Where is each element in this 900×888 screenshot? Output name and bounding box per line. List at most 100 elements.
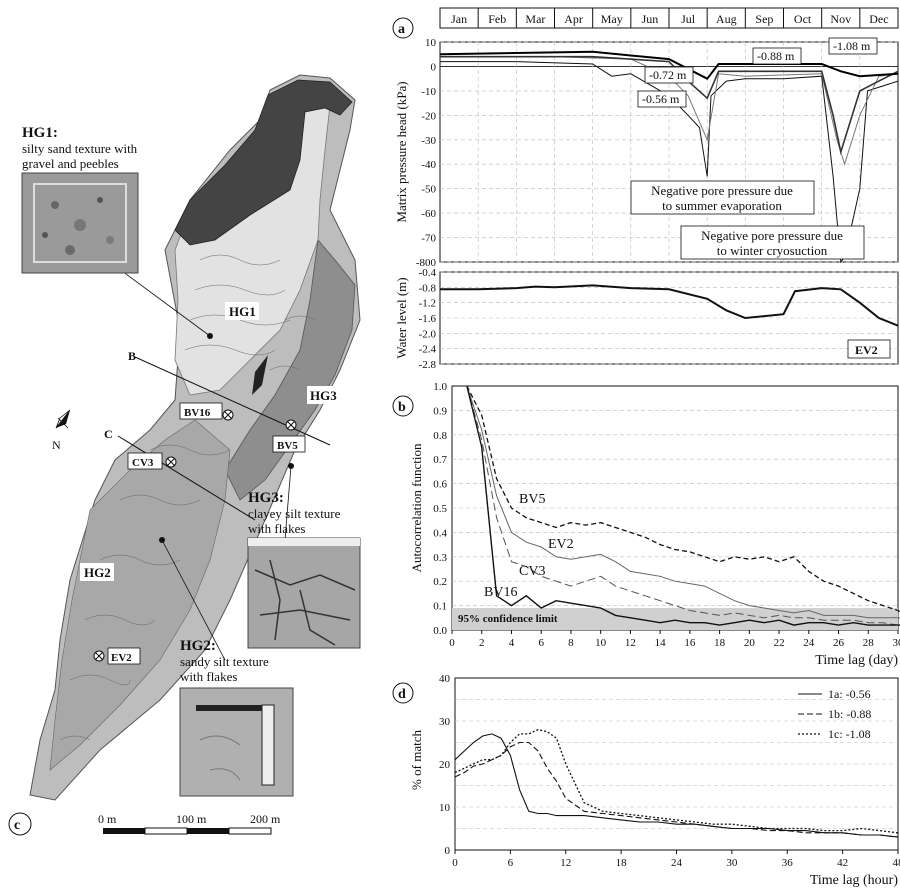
acf-x-tick-label: 28 <box>863 637 875 649</box>
water-tick-label: -2.0 <box>419 328 437 340</box>
match-x-tick-label: 6 <box>508 857 514 869</box>
water-tick-label: -2.8 <box>419 359 437 371</box>
acf-x-tick-label: 20 <box>744 637 756 649</box>
pressure-series-label: -0.88 m <box>757 49 795 63</box>
acf-ylabel: Autocorrelation function <box>409 443 424 572</box>
acf-confidence-label: 95% confidence limit <box>458 613 558 625</box>
acf-x-tick-label: 16 <box>684 637 696 649</box>
panel-label-d: d <box>398 687 406 702</box>
acf-series-label: BV16 <box>484 585 517 600</box>
acf-x-tick-label: 0 <box>449 637 455 649</box>
hg3-leader <box>284 465 292 541</box>
match-y-tick-label: 30 <box>439 716 451 728</box>
acf-x-tick-label: 6 <box>538 637 544 649</box>
match-legend-label: 1b: -0.88 <box>828 707 871 721</box>
match-ylabel: % of match <box>409 730 424 790</box>
pressure-tick-label: -50 <box>421 184 436 196</box>
acf-y-tick-label: 0.0 <box>433 625 447 637</box>
pressure-tick-label: -60 <box>421 208 436 220</box>
scale-label-100: 100 m <box>176 812 207 826</box>
rock-outcrop <box>252 355 268 395</box>
match-x-tick-label: 42 <box>837 857 848 869</box>
winter-annotation-box <box>680 225 865 260</box>
pressure-tick-label: -20 <box>421 110 436 122</box>
match-x-tick-label: 30 <box>726 857 738 869</box>
scale-label-200: 200 m <box>250 812 281 826</box>
match-series-line <box>454 728 899 834</box>
water-plot-frame <box>439 271 899 365</box>
pressure-series-line <box>440 56 899 166</box>
acf-y-tick-label: 0.3 <box>433 552 447 564</box>
acf-series-label: CV3 <box>519 564 545 579</box>
section-line-c <box>117 435 256 521</box>
pressure-tick-label: -10 <box>421 86 436 98</box>
hg3-callout-title: HG3: <box>248 490 284 506</box>
hg3-callout-line2: with flakes <box>248 521 305 536</box>
acf-y-tick-label: 0.2 <box>433 576 447 588</box>
pressure-ylabel: Matrix pressure head (kPa) <box>394 81 409 222</box>
panel-label-d-circle <box>392 682 414 704</box>
hg2-leader <box>161 539 226 661</box>
winter-annotation-line2: to winter cryosuction <box>717 243 828 258</box>
station-bv16: BV16 <box>179 402 234 421</box>
match-y-tick-label: 10 <box>439 802 451 814</box>
month-label: Feb <box>488 12 506 26</box>
scale-bar <box>103 827 272 835</box>
station-cv3: CV3 <box>127 452 177 470</box>
hg3-zone <box>224 239 356 501</box>
panel-label-a: a <box>398 22 405 37</box>
month-label: May <box>601 12 623 26</box>
pressure-series-label: -1.08 m <box>833 39 871 53</box>
match-xlabel: Time lag (hour) <box>810 873 898 888</box>
hg1-callout-line2: gravel and peebles <box>22 156 119 171</box>
station-ev2: EV2 <box>93 647 141 665</box>
match-legend-label: 1a: -0.56 <box>828 687 871 701</box>
hg2-zone <box>49 419 231 771</box>
summer-annotation-box <box>630 180 815 215</box>
match-x-tick-label: 36 <box>782 857 794 869</box>
match-y-tick-label: 0 <box>445 845 451 857</box>
acf-y-tick-label: 0.4 <box>433 527 447 539</box>
match-y-tick-label: 20 <box>439 759 451 771</box>
pressure-series-label-box <box>637 90 687 108</box>
month-strip: Jan Feb Mar Apr May Jun Jul Aug Sep Oct Nov Dec <box>439 7 899 29</box>
hg3-label-box <box>307 386 341 404</box>
north-arrow-icon: N <box>52 409 71 452</box>
pressure-series-label: -0.56 m <box>642 92 680 106</box>
map-panel: B C HG1 HG3 HG2 BV16 BV5 CV3 <box>8 74 361 836</box>
acf-x-tick-label: 14 <box>655 637 667 649</box>
hg3-texture-photo <box>247 537 361 649</box>
acf-y-tick-label: 0.9 <box>433 405 447 417</box>
water-tick-label: -1.2 <box>419 298 436 310</box>
scarp-zone <box>174 79 353 246</box>
summer-annotation-line1: Negative pore pressure due <box>651 183 793 198</box>
acf-y-tick-label: 0.7 <box>433 454 447 466</box>
summer-annotation-line2: to summer evaporation <box>662 198 782 213</box>
acf-series-line <box>466 385 900 619</box>
pressure-tick-label: 10 <box>425 37 437 49</box>
hg2-texture-photo <box>179 687 294 797</box>
month-label: Mar <box>525 12 545 26</box>
section-letter-b: B <box>128 349 136 363</box>
pressure-series-label: -0.72 m <box>649 68 687 82</box>
panel-a: a Jan Feb Mar Apr May Jun Jul Aug Sep Oct Nov Dec 1… <box>392 7 899 371</box>
water-level-chart: -0.4 -0.8 -1.2 -1.6 -2.0 -2.4 -2.8 EV2 <box>419 267 899 371</box>
hg1-texture-photo <box>21 172 139 274</box>
winter-annotation-line1: Negative pore pressure due <box>701 228 843 243</box>
panel-label-b-circle <box>392 395 414 417</box>
section-letter-c: C <box>104 427 113 441</box>
hg1-label: HG1 <box>229 304 256 319</box>
pressure-tick-label: -30 <box>421 135 436 147</box>
acf-confidence-band <box>452 608 898 630</box>
panel-d: d 0 10 20 30 40 0 6 12 18 24 30 36 42 48 1a: -0.56 1b: … <box>392 673 900 888</box>
panel-label-c: c <box>14 818 20 833</box>
month-label: Nov <box>830 12 851 26</box>
month-label: Sep <box>755 12 773 26</box>
acf-x-tick-label: 22 <box>774 637 785 649</box>
water-series-line <box>440 284 899 327</box>
acf-y-tick-label: 0.1 <box>433 601 447 613</box>
hg2-callout-line2: with flakes <box>180 669 237 684</box>
pressure-tick-label: -40 <box>421 159 436 171</box>
acf-x-tick-label: 4 <box>509 637 515 649</box>
